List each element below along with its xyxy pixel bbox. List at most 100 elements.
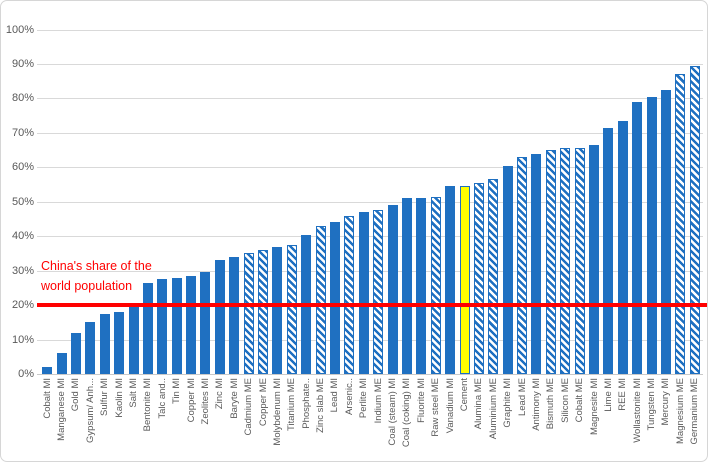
category-label: Magnesium ME — [674, 378, 686, 444]
bar — [502, 166, 513, 374]
bar — [142, 283, 153, 374]
bar — [56, 353, 67, 374]
category-label: Copper ME — [257, 378, 269, 427]
bar — [329, 222, 340, 374]
category-label: Bentonite MI — [142, 378, 154, 432]
bar — [473, 183, 484, 374]
category-label: Tungsten MI — [646, 378, 658, 431]
gridline — [37, 236, 703, 237]
y-axis-label: 80% — [11, 92, 34, 104]
category-label: Salt MI — [128, 378, 140, 408]
bar — [459, 186, 470, 374]
category-label: Lime MI — [602, 378, 614, 412]
category-label: Molybdenum MI — [271, 378, 283, 446]
category-label: Coal (coking) MI — [401, 378, 413, 448]
category-label: Fluorite MI — [415, 378, 427, 423]
category-label: Talc and.. — [156, 378, 168, 419]
bar — [157, 279, 168, 374]
bar — [617, 121, 628, 374]
category-label: Silicon ME — [559, 378, 571, 423]
y-axis-label: 50% — [11, 196, 34, 208]
bar — [373, 210, 384, 374]
category-label: Cadmium ME — [243, 378, 255, 436]
bar — [675, 74, 686, 374]
bar — [186, 276, 197, 374]
bar — [545, 150, 556, 374]
bar — [430, 197, 441, 374]
category-label: Manganese MI — [56, 378, 68, 441]
y-axis-label: 40% — [11, 230, 34, 242]
bar — [445, 186, 456, 374]
category-label: Zinc MI — [214, 378, 226, 410]
bar — [171, 278, 182, 374]
category-label: Graphite MI — [502, 378, 514, 428]
annotation-line-2: world population — [41, 279, 133, 293]
bar — [401, 198, 412, 374]
bar — [517, 157, 528, 374]
category-label: Sulfur MI — [99, 378, 111, 417]
category-label: Lead ME — [516, 378, 528, 417]
y-axis-label: 60% — [11, 161, 34, 173]
category-label: Bismuth ME — [545, 378, 557, 430]
y-axis-label: 20% — [11, 299, 34, 311]
bar — [488, 179, 499, 374]
bar — [416, 198, 427, 374]
y-axis-label: 30% — [11, 265, 34, 277]
category-label: REE MI — [617, 378, 629, 411]
gridline — [37, 202, 703, 203]
bar — [229, 257, 240, 374]
category-label: Titanium ME — [286, 378, 298, 431]
category-label: Cement — [459, 378, 470, 412]
x-axis-line — [37, 374, 703, 375]
bar — [358, 212, 369, 374]
category-label: Phosphate.. — [300, 378, 312, 429]
bar — [689, 66, 700, 374]
gridline — [37, 64, 703, 65]
bar — [42, 367, 53, 374]
gridline — [37, 30, 703, 31]
bar — [387, 205, 398, 374]
category-label: Arsenic.. — [343, 378, 355, 415]
reference-line — [37, 303, 707, 307]
category-label: Coal (steam) MI — [387, 378, 399, 446]
category-label: Perlite MI — [358, 378, 370, 419]
category-label: Vanadium MI — [444, 378, 456, 434]
category-label: Antimony MI — [530, 378, 542, 431]
y-axis-label: 10% — [11, 334, 34, 346]
bar — [99, 314, 110, 374]
category-label: Germanium ME — [689, 378, 701, 445]
bar — [531, 154, 542, 374]
category-label: Gypsum/ Anh... — [84, 378, 96, 443]
bar — [603, 128, 614, 374]
bar — [315, 226, 326, 374]
category-label: Magnesite MI — [588, 378, 600, 436]
bar — [70, 333, 81, 374]
gridline — [37, 167, 703, 168]
gridline — [37, 133, 703, 134]
gridline — [37, 98, 703, 99]
bar — [114, 312, 125, 374]
category-label: Cobalt ME — [574, 378, 586, 423]
bar — [560, 148, 571, 374]
bar — [128, 305, 139, 374]
category-label: Raw steel ME — [430, 378, 442, 437]
category-label: Gold MI — [70, 378, 82, 412]
category-label: Alumina ME — [473, 378, 485, 430]
category-label: Indium ME — [372, 378, 384, 424]
bar — [286, 245, 297, 374]
category-label: Aluminium ME — [487, 378, 499, 440]
bar — [344, 216, 355, 374]
category-label: Kaolin MI — [113, 378, 125, 418]
bar — [646, 97, 657, 374]
bar — [632, 102, 643, 374]
gridline — [37, 340, 703, 341]
category-label: Baryte MI — [228, 378, 240, 419]
gridline — [37, 271, 703, 272]
y-axis-label: 100% — [5, 24, 34, 36]
category-label: Zinc slab ME — [315, 378, 327, 433]
category-label: Tin MI — [171, 378, 183, 405]
y-axis-label: 0% — [18, 368, 34, 380]
y-axis-label: 90% — [11, 58, 34, 70]
bar — [258, 250, 269, 374]
